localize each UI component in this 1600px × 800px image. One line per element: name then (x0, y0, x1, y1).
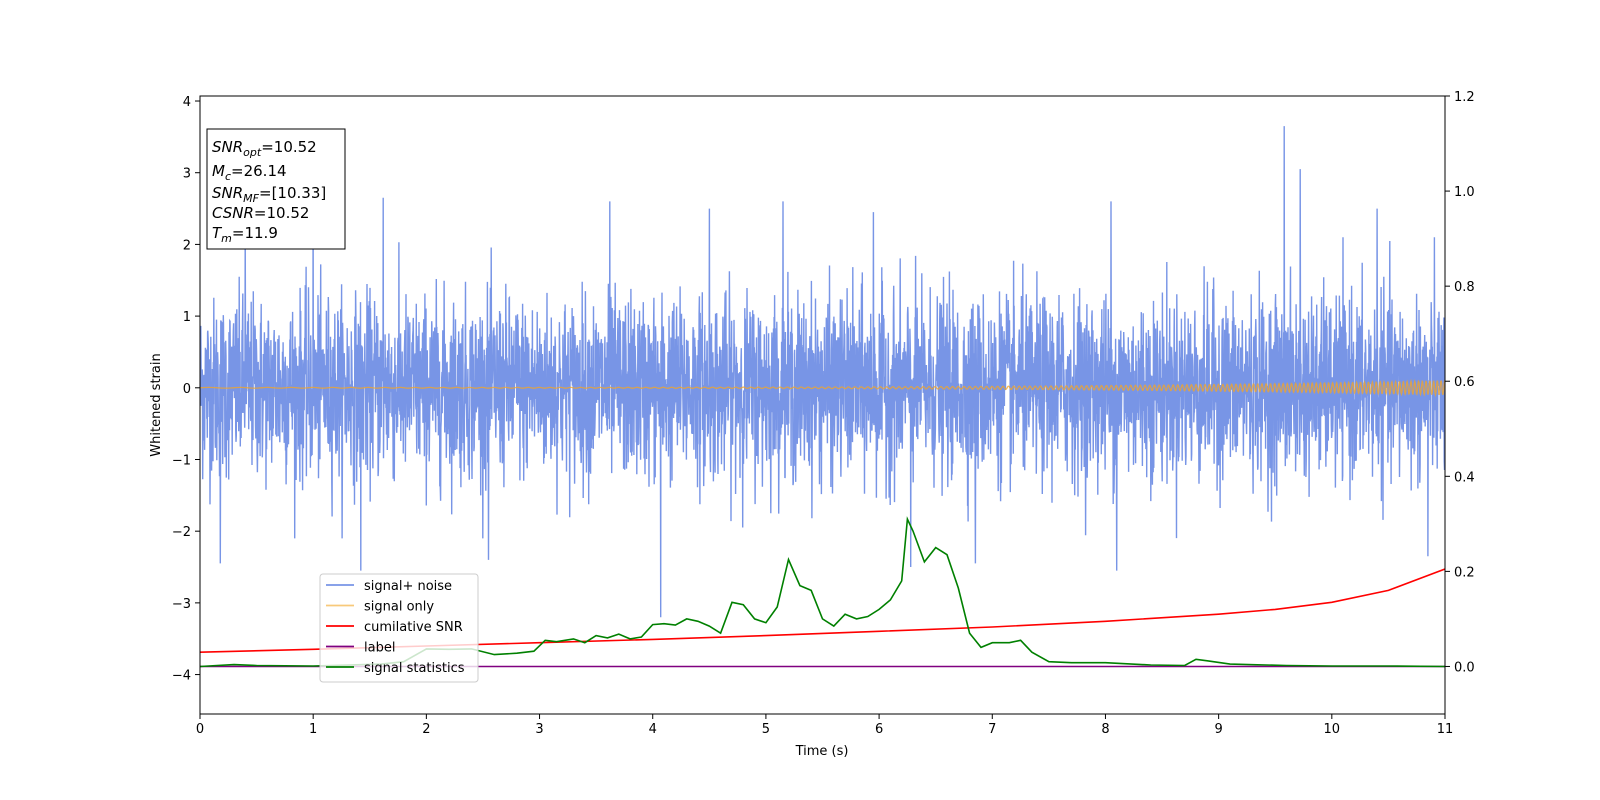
y-right-tick-label: 0.2 (1454, 565, 1475, 580)
y-left-tick-label: 3 (183, 167, 191, 182)
y-left-tick-label: −2 (172, 525, 191, 540)
annotation-variable: T (212, 224, 223, 242)
y-right-tick-label: 1.0 (1454, 185, 1475, 200)
annotation-subscript: opt (243, 146, 262, 159)
legend-entry-label: signal+ noise (364, 579, 452, 594)
x-tick-label: 3 (535, 722, 543, 737)
y-left-tick-label: −1 (172, 453, 191, 468)
annotation-subscript: MF (243, 192, 259, 205)
y-right-tick-label: 0.6 (1454, 375, 1475, 390)
legend-entry-label: cumilative SNR (364, 620, 463, 635)
annotation-line: CSNR=10.52 (212, 204, 309, 222)
y-axis-left: 4 3 2 1 0 −1 −2 −3 −4 (172, 95, 200, 684)
x-tick-label: 2 (422, 722, 430, 737)
x-tick-label: 4 (649, 722, 657, 737)
x-tick-label: 11 (1437, 722, 1454, 737)
x-axis: 0 1 2 3 4 5 6 7 8 9 10 11 (196, 714, 1453, 737)
x-tick-label: 1 (309, 722, 317, 737)
y-right-tick-label: 0.0 (1454, 660, 1475, 675)
legend-frame (319, 573, 479, 683)
x-tick-label: 10 (1324, 722, 1341, 737)
series-signal-only-line (200, 378, 1445, 398)
annotation-line: Mc=26.14 (212, 162, 287, 183)
plot-frame (199, 95, 1446, 715)
y-right-tick-label: 0.4 (1454, 470, 1475, 485)
x-tick-label: 6 (875, 722, 883, 737)
y-right-tick-label: 1.2 (1454, 90, 1475, 105)
x-axis-label: Time (s) (795, 744, 849, 759)
y-left-tick-label: 4 (183, 95, 191, 110)
y-left-tick-label: 2 (183, 238, 191, 253)
legend-entry-label: label (364, 641, 395, 656)
y-right-tick-label: 0.8 (1454, 280, 1475, 295)
y-axis-right: 1.2 1.0 0.8 0.6 0.4 0.2 0.0 (1445, 90, 1475, 675)
y-left-tick-label: −4 (172, 669, 191, 684)
x-tick-label: 8 (1101, 722, 1109, 737)
legend-entry-label: signal only (364, 600, 434, 615)
annotation-value: =26.14 (231, 162, 287, 180)
annotation-subscript: m (221, 232, 232, 245)
annotation-line: SNRopt=10.52 (212, 138, 317, 159)
y-left-tick-label: 0 (183, 382, 191, 397)
x-tick-label: 7 (988, 722, 996, 737)
series-signal-statistics-line (200, 516, 1445, 668)
x-tick-label: 9 (1214, 722, 1222, 737)
annotation-value: =[10.33] (259, 184, 326, 202)
legend-entry-label: signal statistics (364, 661, 465, 676)
y-left-tick-label: 1 (183, 310, 191, 325)
annotation-line: SNRMF=[10.33] (212, 184, 326, 205)
annotation-frame (206, 128, 346, 250)
legend: signal+ noise signal only cumilative SNR la… (319, 573, 479, 683)
x-tick-label: 5 (762, 722, 770, 737)
x-tick-label: 0 (196, 722, 204, 737)
annotation-variable: CSNR (212, 204, 254, 222)
annotation-value: =11.9 (232, 224, 278, 242)
series-signal-noise-line (200, 126, 1445, 618)
annotation-variable: SNR (212, 184, 243, 202)
annotation-subscript: c (225, 170, 231, 183)
annotation-line: Tm=11.9 (212, 224, 278, 245)
y-left-tick-label: −3 (172, 597, 191, 612)
annotation-variable: SNR (212, 138, 243, 156)
annotation-value: =10.52 (254, 204, 310, 222)
annotation-box: SNRopt=10.52Mc=26.14SNRMF=[10.33]CSNR=10… (206, 128, 346, 250)
y-axis-label: Whitened strain (149, 353, 164, 456)
annotation-value: =10.52 (261, 138, 317, 156)
annotation-variable: M (212, 162, 225, 180)
